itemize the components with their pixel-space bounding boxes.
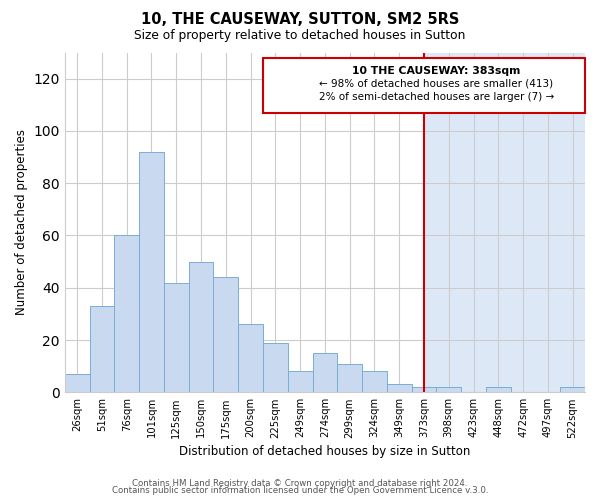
Text: ← 98% of detached houses are smaller (413): ← 98% of detached houses are smaller (41… [319,79,553,89]
Bar [164,282,188,393]
Bar [362,372,387,392]
Bar [214,278,238,392]
Text: 2% of semi-detached houses are larger (7) →: 2% of semi-detached houses are larger (7… [319,92,554,102]
Text: 10, THE CAUSEWAY, SUTTON, SM2 5RS: 10, THE CAUSEWAY, SUTTON, SM2 5RS [141,12,459,28]
Bar [486,387,511,392]
Text: Size of property relative to detached houses in Sutton: Size of property relative to detached ho… [134,29,466,42]
Bar [188,262,214,392]
Bar [238,324,263,392]
Bar [337,364,362,392]
Bar [288,372,313,392]
Y-axis label: Number of detached properties: Number of detached properties [15,130,28,316]
Bar [139,152,164,392]
Bar [65,374,89,392]
Bar [263,342,288,392]
X-axis label: Distribution of detached houses by size in Sutton: Distribution of detached houses by size … [179,444,470,458]
Bar [115,236,139,392]
Text: Contains public sector information licensed under the Open Government Licence v.: Contains public sector information licen… [112,486,488,495]
FancyBboxPatch shape [263,58,585,112]
Bar [412,387,436,392]
Bar [313,353,337,393]
Bar [89,306,115,392]
Bar [387,384,412,392]
Bar [424,52,585,392]
Text: Contains HM Land Registry data © Crown copyright and database right 2024.: Contains HM Land Registry data © Crown c… [132,478,468,488]
Text: 10 THE CAUSEWAY: 383sqm: 10 THE CAUSEWAY: 383sqm [352,66,521,76]
Bar [560,387,585,392]
Bar [436,387,461,392]
